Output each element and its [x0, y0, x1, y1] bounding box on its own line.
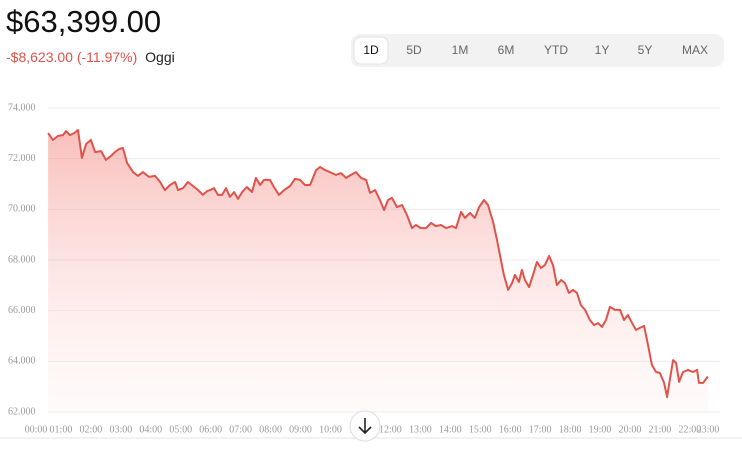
x-tick-label: 05:00 — [169, 424, 192, 435]
x-tick-label: 07:00 — [229, 424, 252, 435]
range-button[interactable]: 5Y — [638, 43, 653, 57]
x-tick-label: 06:00 — [199, 424, 222, 435]
range-selector — [351, 34, 724, 67]
x-tick-label: 01:00 — [50, 424, 73, 435]
range-button[interactable]: MAX — [682, 43, 708, 57]
x-tick-label: 09:00 — [289, 424, 312, 435]
x-tick-label: 10:00 — [319, 424, 342, 435]
x-tick-label: 04:00 — [139, 424, 162, 435]
x-tick-label: 13:00 — [409, 424, 432, 435]
x-tick-label: 19:00 — [589, 424, 612, 435]
x-tick-label: 16:00 — [499, 424, 522, 435]
y-tick-label: 70.000 — [8, 204, 36, 215]
range-button[interactable]: YTD — [544, 43, 568, 57]
change-line: -$8,623.00 (-11.97%) Oggi — [6, 49, 175, 65]
period: Oggi — [145, 49, 175, 65]
area-fill — [48, 130, 708, 412]
x-tick-label: 02:00 — [80, 424, 103, 435]
x-tick-label: 23:00 — [697, 424, 720, 435]
x-tick-label: 00:00 — [25, 424, 48, 435]
range-button[interactable]: 1Y — [595, 43, 610, 57]
x-tick-label: 18:00 — [559, 424, 582, 435]
x-tick-label: 17:00 — [529, 424, 552, 435]
range-button[interactable]: 5D — [406, 43, 422, 57]
x-tick-label: 03:00 — [109, 424, 132, 435]
x-tick-label: 12:00 — [379, 424, 402, 435]
price-line — [47, 129, 709, 399]
change: -$8,623.00 (-11.97%) — [6, 49, 137, 65]
range-buttons: 1D 5D 1M 6M YTD 1Y 5Y MAX — [353, 36, 708, 65]
plot: 62.000 64.000 66.000 68.000 70.000 72.000 74.0… — [8, 102, 720, 435]
range-button[interactable]: 1D — [363, 43, 379, 57]
range-button[interactable]: 6M — [498, 43, 515, 57]
y-tick-label: 74.000 — [8, 102, 36, 113]
y-tick-label: 62.000 — [8, 406, 36, 417]
x-tick-label: 22:00 — [679, 424, 702, 435]
scroll-down-button[interactable] — [349, 410, 381, 442]
y-tick-label: 66.000 — [8, 305, 36, 316]
price: $63,399.00 — [6, 4, 161, 39]
y-tick-label: 64.000 — [8, 356, 36, 367]
y-tick-label: 68.000 — [8, 254, 36, 265]
x-tick-label: 21:00 — [649, 424, 672, 435]
x-tick-label: 14:00 — [439, 424, 462, 435]
x-tick-label: 08:00 — [259, 424, 282, 435]
x-tick-label: 20:00 — [619, 424, 642, 435]
range-button[interactable]: 1M — [452, 43, 469, 57]
range-button-selected[interactable] — [353, 36, 389, 65]
x-tick-label: 15:00 — [469, 424, 492, 435]
y-tick-label: 72.000 — [8, 153, 36, 164]
